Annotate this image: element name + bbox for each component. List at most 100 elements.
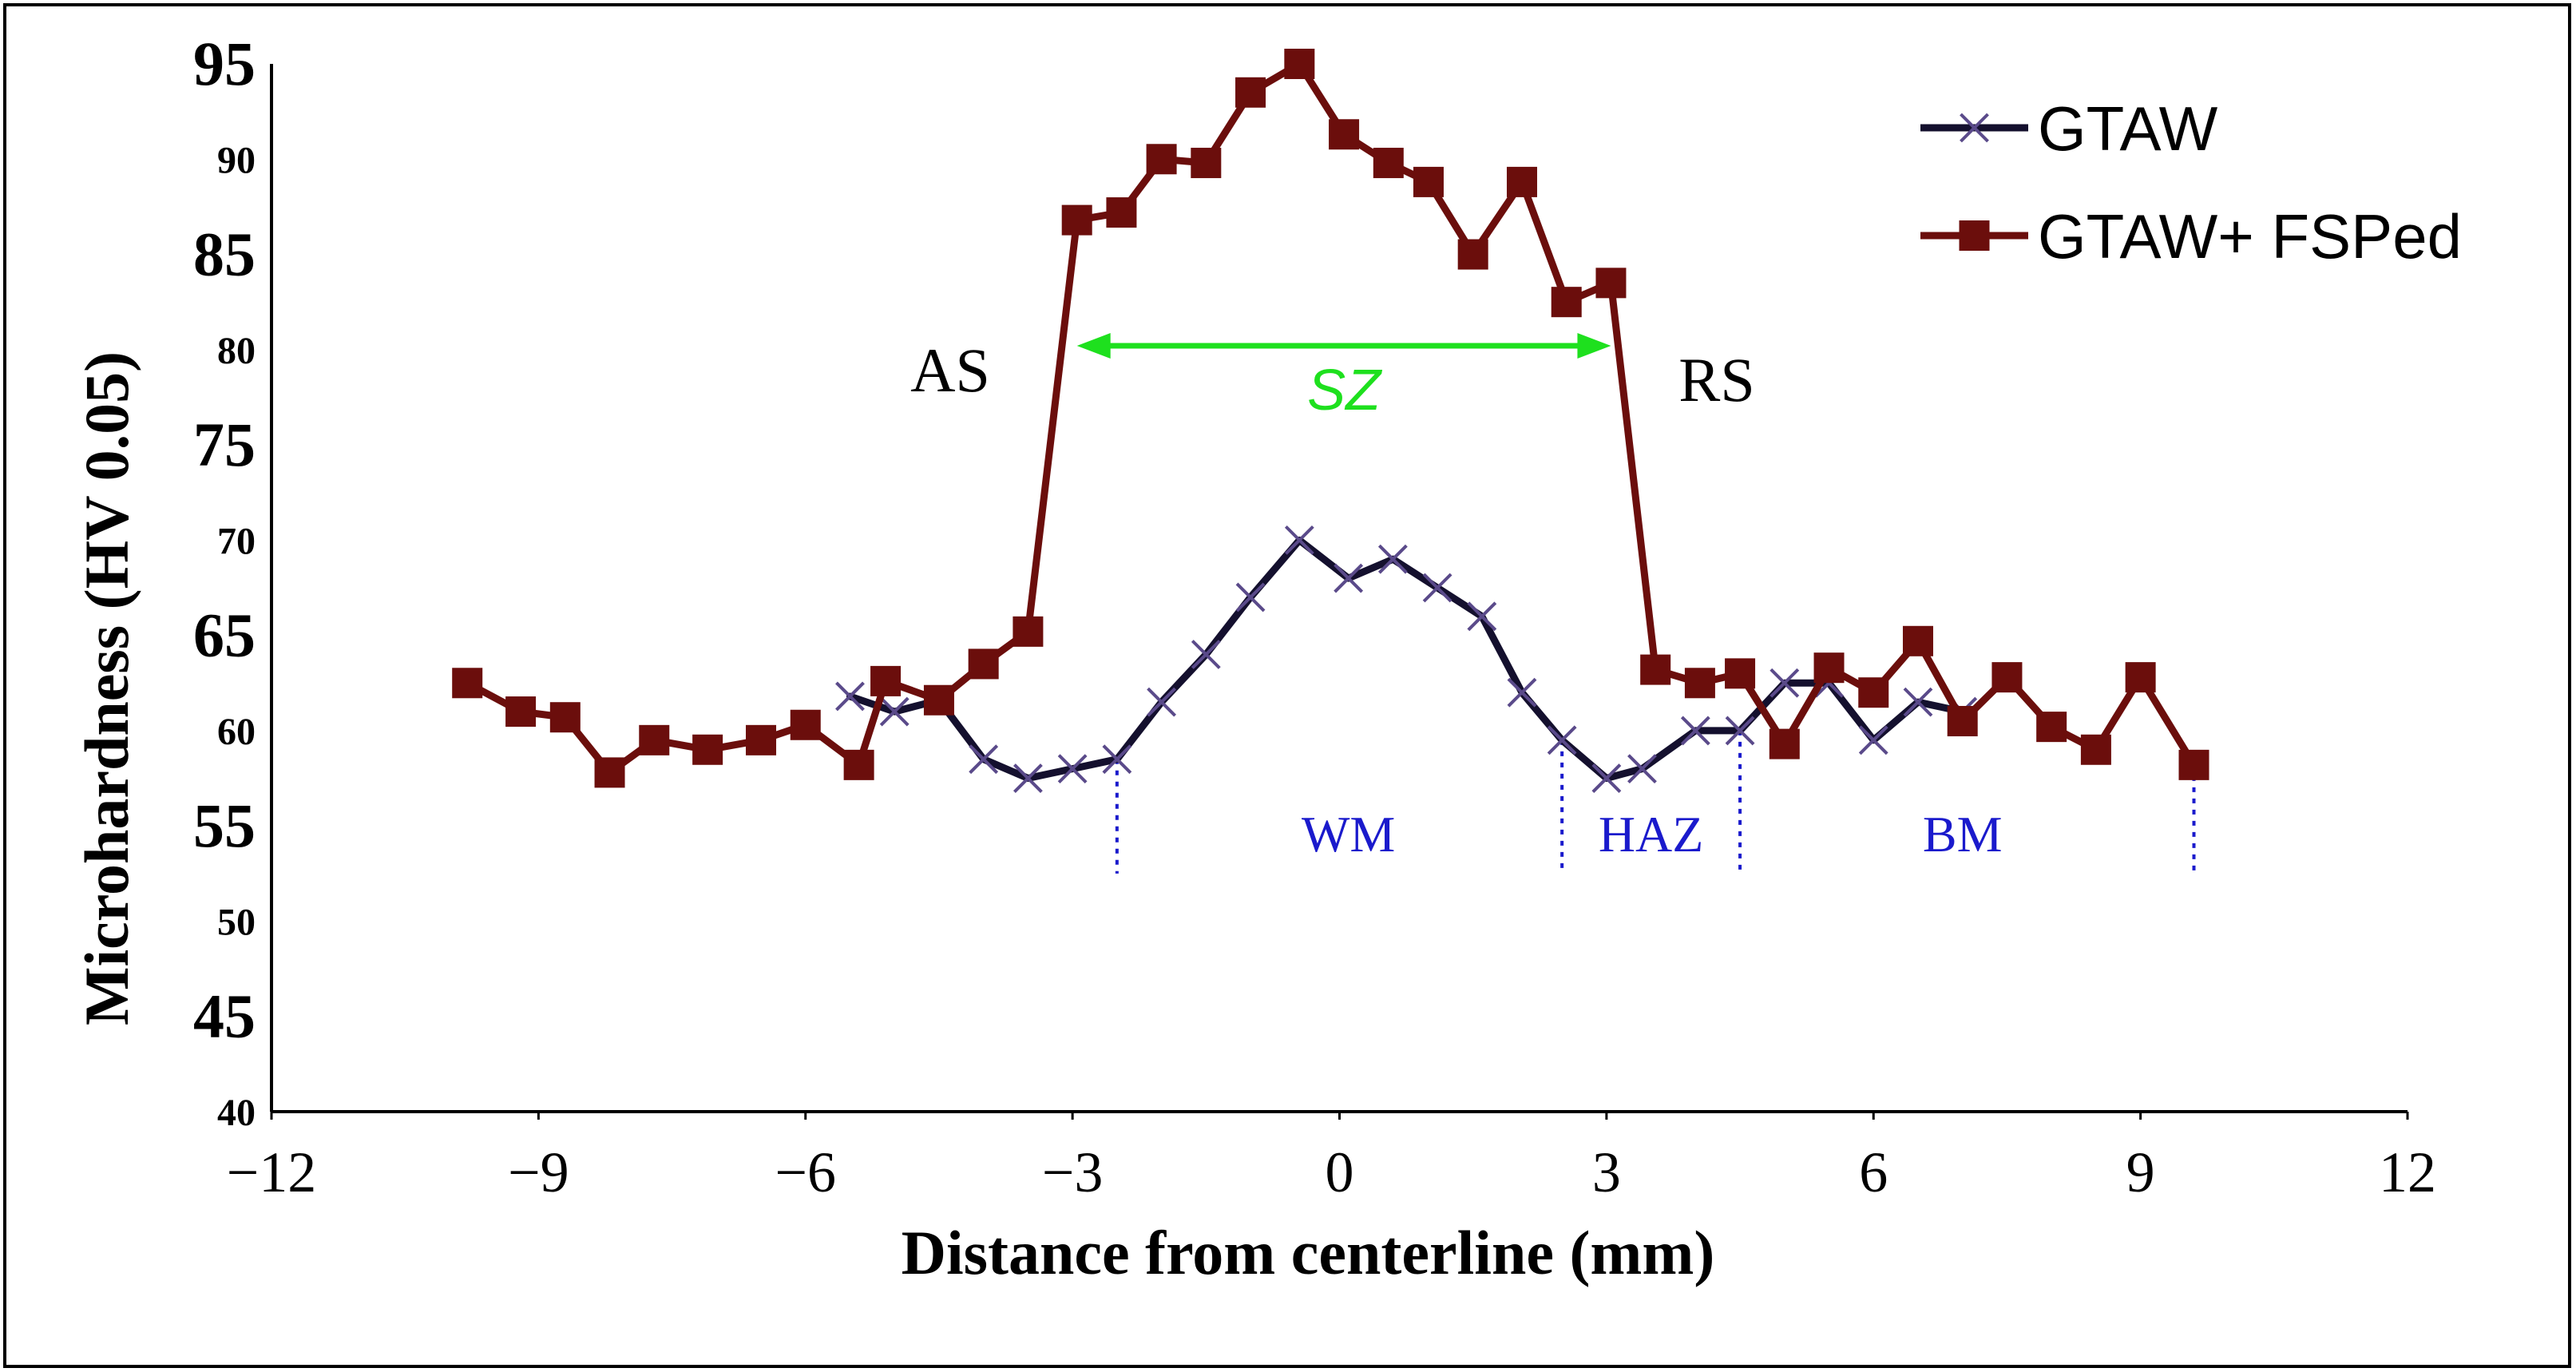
legend: GTAW GTAW+ FSPed: [1920, 93, 2462, 272]
data-point-square: [1191, 148, 1222, 179]
data-point-square: [1013, 616, 1044, 647]
data-point-x: [879, 696, 910, 727]
figure-border: [3, 3, 2571, 1368]
y-axis-title: Microhardness (HV 0.05): [72, 351, 141, 1025]
data-point-x-stroke: [969, 744, 999, 775]
data-point-square: [1373, 148, 1404, 179]
data-point-square: [1413, 166, 1444, 197]
data-point-x: [1591, 763, 1622, 793]
x-tick-label: −12: [227, 1140, 317, 1204]
data-point-square: [2178, 749, 2209, 780]
legend-label: GTAW+ FSPed: [2038, 201, 2462, 272]
data-point-square: [923, 684, 954, 716]
x-tick-label: −9: [508, 1140, 569, 1204]
x-tick-label: 6: [1859, 1140, 1888, 1204]
data-point-square: [1991, 662, 2023, 693]
data-point-x: [969, 744, 999, 775]
zone-label-haz: HAZ: [1599, 806, 1704, 862]
x-tick-label: 9: [2126, 1140, 2155, 1204]
data-point-square: [870, 665, 902, 696]
y-tick-label: 70: [217, 520, 256, 562]
data-point-x-stroke: [1507, 677, 1537, 708]
data-point-square: [1813, 652, 1845, 684]
data-point-x-stroke: [1334, 563, 1364, 593]
legend-label: GTAW: [2038, 93, 2218, 164]
data-point-square: [1061, 204, 1092, 236]
data-point-square: [1235, 77, 1266, 108]
data-point-square: [1595, 268, 1627, 299]
data-point-x: [1680, 716, 1710, 746]
legend-swatch-square: [1959, 220, 1990, 251]
data-point-x: [835, 681, 865, 712]
data-point-x-stroke: [1903, 687, 1933, 717]
data-point-x: [1858, 725, 1888, 755]
data-point-square: [1684, 668, 1715, 699]
data-point-square: [594, 757, 625, 788]
data-point-square: [1902, 625, 1933, 656]
data-point-x-stroke: [1284, 525, 1314, 555]
rs-label: RS: [1678, 345, 1754, 414]
sz-label: SZ: [1307, 359, 1382, 422]
data-point-x-stroke: [1191, 640, 1221, 669]
data-point-x-stroke: [1013, 763, 1043, 793]
data-point-x: [1377, 544, 1408, 574]
data-point-square: [2080, 734, 2111, 765]
data-point-x: [1284, 525, 1314, 555]
data-point-x: [1235, 582, 1266, 613]
x-axis-title: Distance from centerline (mm): [902, 1218, 1715, 1287]
y-tick-label: 65: [193, 601, 256, 670]
data-point-x-stroke: [1467, 601, 1497, 632]
data-point-x: [1057, 754, 1088, 784]
legend-item: GTAW+ FSPed: [1920, 201, 2462, 272]
as-label: AS: [910, 335, 990, 405]
data-point-square: [1284, 49, 1315, 79]
data-point-square: [1640, 654, 1671, 685]
y-tick-label: 40: [217, 1092, 256, 1134]
data-point-x-stroke: [1422, 573, 1452, 603]
data-point-x: [1903, 687, 1933, 717]
data-point-square: [1106, 197, 1137, 228]
series-gtaw-fsped: [452, 49, 2209, 788]
data-point-square: [1146, 144, 1177, 175]
data-point-x-stroke: [1725, 716, 1755, 746]
data-point-x: [1467, 601, 1497, 632]
y-tick-label: 45: [193, 981, 256, 1051]
data-point-x: [1627, 754, 1657, 784]
y-tick-label: 75: [193, 410, 256, 479]
x-tick-label: 12: [2379, 1140, 2436, 1204]
series-gtaw: [835, 525, 1978, 793]
data-point-x-stroke: [1770, 668, 1800, 698]
sz-arrow-head-right: [1577, 333, 1611, 359]
data-point-x: [1725, 716, 1755, 746]
data-point-square: [1457, 239, 1488, 270]
data-point-x: [1147, 687, 1176, 717]
x-tick-label: 3: [1592, 1140, 1621, 1204]
data-point-x-stroke: [1547, 725, 1577, 755]
data-point-square: [968, 648, 999, 680]
data-point-x: [1102, 744, 1132, 775]
x-tick-label: 0: [1326, 1140, 1354, 1204]
data-point-square: [1506, 166, 1537, 197]
data-point-square: [2125, 662, 2156, 693]
data-point-x: [1507, 677, 1537, 708]
data-point-square: [549, 702, 581, 733]
data-point-square: [452, 668, 483, 699]
data-point-square: [1329, 119, 1360, 150]
data-point-square: [505, 696, 537, 728]
data-point-x-stroke: [1591, 763, 1622, 793]
zone-label-wm: WM: [1302, 806, 1395, 862]
y-tick-label: 80: [217, 330, 256, 372]
data-point-square: [1725, 658, 1756, 689]
data-point-square: [1551, 287, 1582, 318]
data-point-x: [1422, 573, 1452, 603]
data-point-square: [790, 709, 821, 740]
data-point-square: [746, 724, 777, 755]
sz-arrow-head-left: [1076, 333, 1111, 359]
data-point-x: [1334, 563, 1364, 593]
data-point-x: [1770, 668, 1800, 698]
y-tick-label: 85: [193, 220, 256, 289]
data-point-x-stroke: [1102, 744, 1132, 775]
data-point-square: [639, 724, 670, 755]
